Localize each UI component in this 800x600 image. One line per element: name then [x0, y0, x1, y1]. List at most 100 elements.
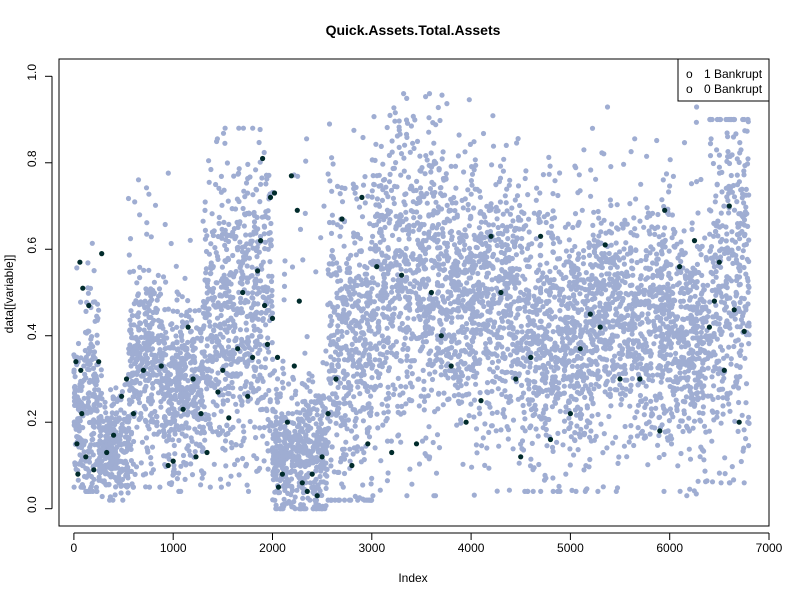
- point-non-bankrupt: [407, 364, 413, 370]
- point-non-bankrupt: [427, 295, 433, 301]
- point-non-bankrupt: [77, 403, 83, 409]
- point-non-bankrupt: [94, 340, 100, 346]
- point-non-bankrupt: [182, 275, 188, 281]
- point-non-bankrupt: [435, 204, 441, 210]
- point-non-bankrupt: [95, 387, 102, 393]
- point-non-bankrupt: [432, 260, 438, 266]
- point-non-bankrupt: [214, 304, 220, 310]
- point-non-bankrupt: [489, 410, 495, 416]
- point-non-bankrupt: [92, 371, 98, 377]
- point-non-bankrupt: [107, 419, 113, 425]
- point-non-bankrupt: [78, 299, 84, 305]
- point-non-bankrupt: [496, 179, 502, 185]
- point-non-bankrupt: [194, 335, 200, 341]
- point-non-bankrupt: [87, 486, 94, 492]
- point-non-bankrupt: [201, 349, 207, 355]
- point-non-bankrupt: [473, 162, 479, 168]
- point-non-bankrupt: [324, 426, 330, 432]
- point-non-bankrupt: [407, 295, 413, 301]
- point-non-bankrupt: [550, 329, 556, 335]
- point-non-bankrupt: [201, 428, 207, 434]
- point-non-bankrupt: [207, 323, 213, 329]
- point-non-bankrupt: [471, 205, 477, 211]
- point-non-bankrupt: [449, 315, 455, 321]
- point-non-bankrupt: [154, 372, 160, 378]
- point-non-bankrupt: [152, 408, 158, 415]
- point-non-bankrupt: [567, 462, 573, 468]
- point-non-bankrupt: [214, 350, 220, 356]
- point-non-bankrupt: [281, 501, 287, 507]
- point-non-bankrupt: [154, 419, 160, 425]
- point-non-bankrupt: [143, 383, 149, 389]
- point-non-bankrupt: [210, 285, 217, 292]
- point-non-bankrupt: [466, 275, 472, 281]
- point-non-bankrupt: [567, 283, 573, 289]
- point-non-bankrupt: [261, 224, 268, 230]
- point-non-bankrupt: [568, 375, 574, 381]
- point-non-bankrupt: [468, 329, 474, 335]
- point-non-bankrupt: [519, 382, 525, 388]
- point-non-bankrupt: [231, 321, 237, 327]
- point-non-bankrupt: [350, 451, 356, 457]
- point-non-bankrupt: [214, 315, 221, 321]
- point-non-bankrupt: [160, 334, 166, 340]
- point-non-bankrupt: [268, 220, 274, 227]
- point-non-bankrupt: [398, 281, 404, 287]
- point-non-bankrupt: [337, 233, 343, 239]
- point-non-bankrupt: [455, 308, 462, 314]
- point-non-bankrupt: [376, 183, 382, 189]
- point-non-bankrupt: [244, 482, 250, 488]
- point-non-bankrupt: [224, 329, 230, 335]
- point-non-bankrupt: [381, 410, 387, 416]
- point-non-bankrupt: [466, 97, 472, 103]
- point-non-bankrupt: [506, 487, 512, 493]
- point-non-bankrupt: [458, 254, 464, 260]
- point-non-bankrupt: [383, 337, 389, 343]
- point-non-bankrupt: [518, 323, 524, 329]
- point-non-bankrupt: [219, 231, 225, 237]
- point-non-bankrupt: [372, 357, 378, 363]
- point-non-bankrupt: [177, 350, 183, 356]
- point-non-bankrupt: [81, 377, 87, 383]
- point-non-bankrupt: [380, 422, 386, 428]
- point-non-bankrupt: [332, 307, 338, 314]
- point-non-bankrupt: [255, 226, 261, 232]
- point-non-bankrupt: [166, 389, 172, 395]
- point-non-bankrupt: [292, 391, 298, 398]
- point-non-bankrupt: [489, 162, 495, 168]
- point-non-bankrupt: [410, 251, 416, 257]
- point-non-bankrupt: [507, 352, 514, 358]
- point-non-bankrupt: [82, 357, 88, 363]
- point-non-bankrupt: [92, 387, 98, 393]
- point-non-bankrupt: [292, 494, 298, 500]
- point-non-bankrupt: [200, 310, 207, 316]
- point-non-bankrupt: [240, 455, 246, 462]
- point-non-bankrupt: [378, 458, 384, 464]
- point-non-bankrupt: [393, 226, 399, 232]
- point-non-bankrupt: [241, 254, 247, 260]
- point-non-bankrupt: [203, 248, 210, 255]
- point-non-bankrupt: [170, 308, 176, 314]
- point-non-bankrupt: [493, 204, 499, 210]
- point-non-bankrupt: [411, 145, 417, 151]
- point-non-bankrupt: [485, 390, 491, 396]
- point-non-bankrupt: [561, 428, 568, 434]
- point-non-bankrupt: [270, 472, 276, 478]
- point-non-bankrupt: [86, 345, 92, 351]
- point-non-bankrupt: [266, 307, 272, 313]
- point-non-bankrupt: [584, 375, 590, 381]
- point-non-bankrupt: [487, 339, 493, 345]
- point-non-bankrupt: [155, 378, 161, 384]
- point-non-bankrupt: [163, 352, 169, 358]
- point-non-bankrupt: [520, 297, 526, 303]
- point-non-bankrupt: [526, 291, 532, 297]
- point-non-bankrupt: [303, 474, 309, 480]
- point-non-bankrupt: [473, 442, 479, 448]
- point-non-bankrupt: [523, 287, 530, 293]
- point-non-bankrupt: [118, 490, 124, 496]
- point-non-bankrupt: [143, 471, 149, 477]
- point-non-bankrupt: [264, 296, 270, 302]
- point-non-bankrupt: [495, 358, 502, 364]
- point-non-bankrupt: [514, 236, 520, 242]
- point-non-bankrupt: [236, 198, 242, 205]
